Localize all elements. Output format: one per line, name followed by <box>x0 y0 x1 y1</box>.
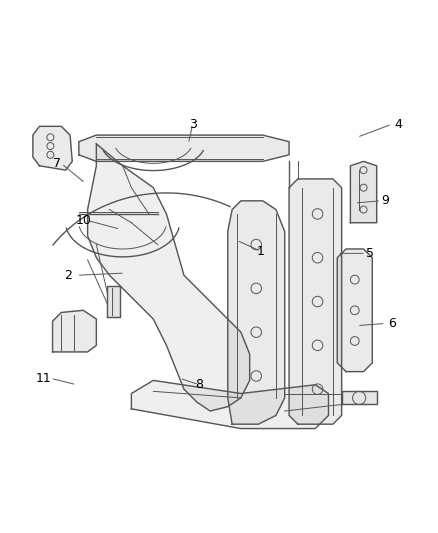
Polygon shape <box>79 135 289 161</box>
Text: 9: 9 <box>381 195 389 207</box>
Text: 10: 10 <box>75 214 91 227</box>
Polygon shape <box>289 179 342 424</box>
Polygon shape <box>107 286 120 317</box>
Text: 1: 1 <box>257 245 265 257</box>
Text: 8: 8 <box>195 378 203 391</box>
Text: 4: 4 <box>395 118 403 131</box>
Text: 11: 11 <box>36 372 52 385</box>
Polygon shape <box>33 126 72 170</box>
Polygon shape <box>337 249 372 372</box>
Polygon shape <box>88 144 250 411</box>
Text: 2: 2 <box>64 269 72 282</box>
Polygon shape <box>53 310 96 352</box>
Polygon shape <box>228 201 285 424</box>
Text: 7: 7 <box>53 157 61 170</box>
Text: 5: 5 <box>366 247 374 260</box>
Text: 3: 3 <box>189 118 197 131</box>
Polygon shape <box>350 161 377 223</box>
Polygon shape <box>131 381 328 429</box>
Polygon shape <box>342 391 377 405</box>
Text: 6: 6 <box>388 317 396 330</box>
